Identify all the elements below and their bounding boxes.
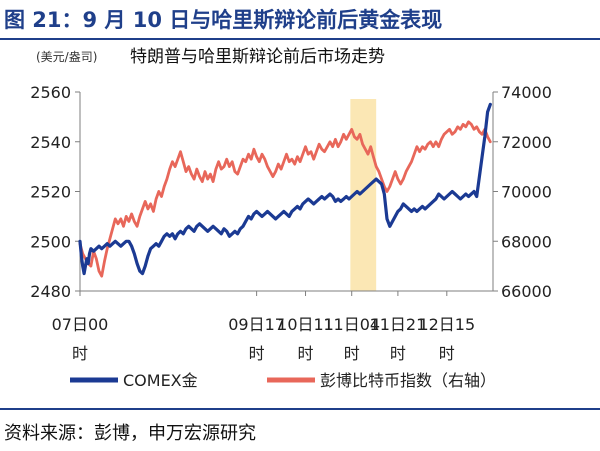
x-tick-label: 12日15 bbox=[418, 315, 475, 334]
y-right-tick-label: 74000 bbox=[501, 83, 552, 102]
y-left-tick-label: 2520 bbox=[30, 183, 71, 202]
source-note: 资料来源：彭博，申万宏源研究 bbox=[4, 423, 256, 444]
x-tick-label-line2: 时 bbox=[390, 344, 406, 363]
x-tick-label-line2: 时 bbox=[344, 344, 360, 363]
y-left-tick-label: 2560 bbox=[30, 83, 71, 102]
unit-label: (美元/盎司) bbox=[36, 50, 97, 64]
figure-header: 图 21：9 月 10 日与哈里斯辩论前后黄金表现 bbox=[0, 0, 600, 40]
legend-bitcoin-index-label: 彭博比特币指数（右轴） bbox=[320, 371, 496, 390]
dual-axis-line-chart: 特朗普与哈里斯辩论前后市场走势 (美元/盎司) 2480 2500 2520 2540… bbox=[30, 47, 552, 390]
x-tick-label: 11日21 bbox=[370, 315, 427, 334]
series-line-bitcoin-index bbox=[78, 120, 492, 278]
y-right-tick-label: 66000 bbox=[501, 282, 552, 301]
x-tick-label-line2: 时 bbox=[298, 344, 314, 363]
x-tick-label: 07日00 bbox=[52, 315, 109, 334]
x-tick-label-line2: 时 bbox=[72, 344, 88, 363]
y-left-tick-label: 2500 bbox=[30, 232, 71, 251]
y-right-tick-label: 70000 bbox=[501, 183, 552, 202]
y-left-tick-label: 2480 bbox=[30, 282, 71, 301]
x-tick-label: 09日17 bbox=[228, 315, 285, 334]
y-left-tick-label: 2540 bbox=[30, 133, 71, 152]
x-tick-label: 11日04 bbox=[323, 315, 380, 334]
series-line-comex-gold bbox=[78, 102, 492, 276]
x-tick-label-line2: 时 bbox=[249, 344, 265, 363]
chart-title: 特朗普与哈里斯辩论前后市场走势 bbox=[130, 47, 385, 67]
figure-title: 图 21：9 月 10 日与哈里斯辩论前后黄金表现 bbox=[4, 8, 443, 32]
y-right-tick-label: 72000 bbox=[501, 133, 552, 152]
figure-source: 资料来源：彭博，申万宏源研究 bbox=[0, 408, 600, 451]
legend-comex-gold-label: COMEX金 bbox=[123, 371, 198, 390]
x-tick-label: 10日11 bbox=[277, 315, 334, 334]
x-tick-label-line2: 时 bbox=[439, 344, 455, 363]
y-right-tick-label: 68000 bbox=[501, 232, 552, 251]
